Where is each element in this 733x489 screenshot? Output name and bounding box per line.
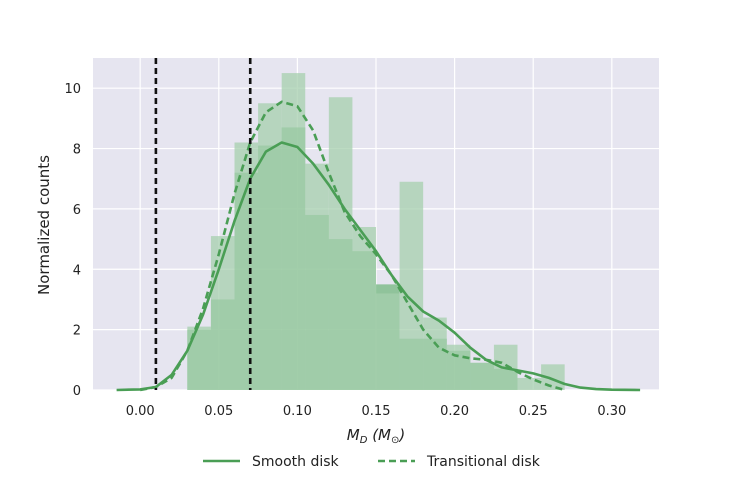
y-tick-label-2: 4 xyxy=(73,263,81,278)
kde-line-smooth xyxy=(116,141,641,392)
y-axis-label: Normalized counts xyxy=(35,155,53,295)
y-tick-label-5: 10 xyxy=(64,82,81,97)
x-tick-labels: 0.00 0.05 0.10 0.15 0.20 0.25 0.30 xyxy=(126,404,627,419)
x-tick-label-1: 0.05 xyxy=(204,404,233,419)
x-label-main: M xyxy=(347,426,360,444)
bar-series-1-9 xyxy=(399,181,424,390)
bar-series-1-6 xyxy=(328,97,353,391)
kde-line-transitional xyxy=(139,100,566,392)
x-label-sub: D xyxy=(360,435,368,446)
x-tick-label-5: 0.25 xyxy=(519,404,548,419)
x-tick-label-0: 0.00 xyxy=(126,404,155,419)
bar-series-1-0 xyxy=(187,326,211,390)
x-label-unit-symbol: ⊙ xyxy=(391,435,399,446)
x-tick-label-4: 0.20 xyxy=(440,404,469,419)
bar-series-1-11 xyxy=(446,344,471,390)
x-tick-label-2: 0.10 xyxy=(283,404,312,419)
y-tick-label-3: 6 xyxy=(73,203,81,218)
legend: Smooth disk Transitional disk xyxy=(203,454,541,470)
bar-series-1-7 xyxy=(352,227,376,390)
bar-series-1-5 xyxy=(305,163,329,390)
histogram-bars xyxy=(187,73,565,391)
bar-series-1-10 xyxy=(423,317,447,390)
y-tick-labels: 0 2 4 6 8 10 xyxy=(64,82,81,399)
legend-smooth-label: Smooth disk xyxy=(252,454,340,470)
y-tick-label-4: 8 xyxy=(73,143,81,158)
reference-lines xyxy=(154,58,252,390)
bar-series-1-12 xyxy=(470,362,494,390)
x-label-unit-open: (M xyxy=(367,426,391,444)
kde-curves xyxy=(116,100,641,392)
y-tick-label-1: 2 xyxy=(73,324,81,339)
bar-series-1-3 xyxy=(258,103,282,390)
x-label-unit-close: ) xyxy=(398,426,405,444)
x-axis-label: MD (M⊙) xyxy=(347,426,405,446)
legend-transitional-label: Transitional disk xyxy=(426,454,541,470)
bar-series-1-4 xyxy=(281,73,306,390)
x-tick-label-3: 0.15 xyxy=(362,404,391,419)
y-tick-label-0: 0 xyxy=(73,384,81,399)
bar-series-1-8 xyxy=(376,293,400,390)
x-tick-label-6: 0.30 xyxy=(597,404,626,419)
